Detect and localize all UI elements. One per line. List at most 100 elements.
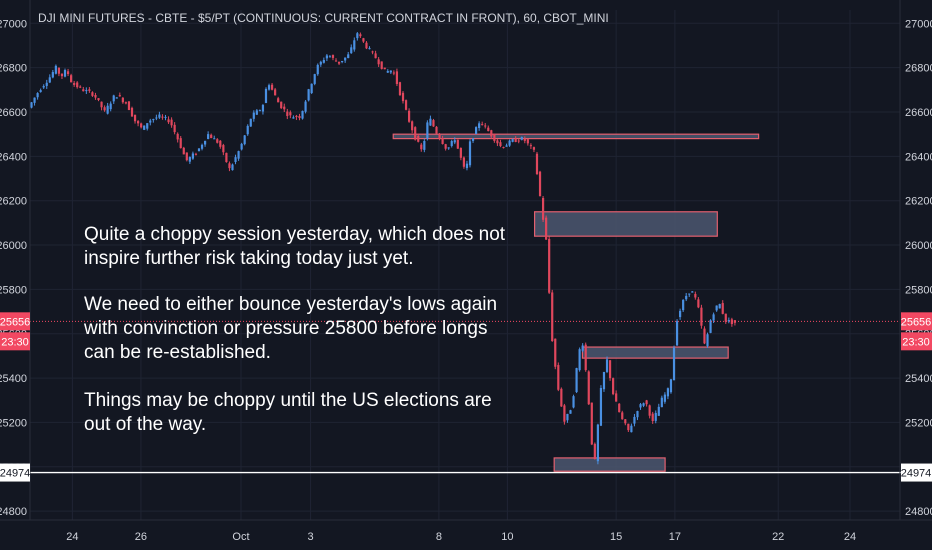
- candle-body: [136, 121, 140, 124]
- price-badges: 25656 23:30 25656 23:30 24974 24974: [0, 312, 932, 482]
- y-tick-label: 26800: [905, 63, 932, 75]
- y-tick-label: 27000: [0, 18, 27, 30]
- candle-body: [575, 368, 578, 393]
- y-tick-label: 26600: [0, 107, 27, 119]
- candle-body: [484, 125, 487, 127]
- candle-body: [666, 388, 670, 397]
- candle-body: [261, 105, 265, 112]
- candle-body: [621, 412, 624, 420]
- candle-body: [179, 138, 182, 149]
- price-lines: [0, 320, 932, 474]
- candle-body: [596, 424, 599, 462]
- candle-body: [334, 60, 338, 62]
- candle-body: [133, 114, 137, 122]
- candle-body: [414, 127, 417, 140]
- candle-body: [633, 416, 636, 424]
- countdown-badge-left: [0, 332, 30, 351]
- y-tick-label: 26000: [0, 240, 27, 252]
- candle-body: [456, 139, 459, 149]
- candle-body: [79, 86, 82, 88]
- candle-body: [532, 147, 536, 150]
- candle-body: [426, 122, 429, 139]
- x-tick-label: 10: [501, 531, 513, 543]
- candle-body: [429, 118, 432, 126]
- candle-body: [383, 67, 386, 70]
- candle-body: [639, 404, 642, 408]
- candle-body: [499, 142, 502, 147]
- x-tick-label: 26: [135, 531, 147, 543]
- y-tick-label: 25800: [905, 284, 932, 296]
- candle-body: [417, 135, 420, 142]
- candle-body: [392, 72, 395, 74]
- candle-body: [432, 120, 435, 127]
- candle-body: [45, 82, 48, 86]
- countdown-badge-right: [901, 332, 932, 351]
- candle-body: [700, 307, 703, 326]
- candle-body: [411, 121, 414, 131]
- candle-body: [362, 38, 365, 42]
- candle-body: [572, 396, 575, 408]
- candle-body: [520, 137, 523, 140]
- candle-body: [194, 153, 198, 155]
- candle-body: [386, 71, 389, 73]
- x-tick-label: 8: [436, 531, 442, 543]
- candle-body: [697, 299, 700, 308]
- candle-body: [66, 71, 70, 75]
- last-price-badge-right: [901, 312, 932, 331]
- candle-body: [365, 42, 368, 49]
- candle-body: [380, 61, 383, 69]
- candle-body: [490, 130, 493, 137]
- candle-body: [493, 134, 496, 141]
- y-tick-label: 26200: [905, 196, 932, 208]
- candle-body: [590, 402, 593, 445]
- candle-body: [685, 295, 688, 300]
- candle-body: [651, 413, 654, 422]
- candle-body: [173, 124, 176, 133]
- candle-body: [438, 133, 441, 139]
- candle-body: [368, 48, 371, 50]
- candle-body: [551, 292, 554, 341]
- candle-body: [170, 119, 173, 126]
- candle-body: [231, 164, 234, 171]
- candle-body: [648, 405, 651, 416]
- candle-body: [149, 120, 152, 123]
- chart-title: DJI MINI FUTURES - CBTE - $5/PT (CONTINU…: [38, 11, 609, 25]
- candle-body: [356, 33, 359, 39]
- candle-body: [295, 115, 298, 118]
- candle-body: [249, 118, 252, 127]
- candle-body: [733, 320, 737, 323]
- time-axis[interactable]: 24 26 Oct 3 8 10 15 17 22 24: [0, 519, 932, 543]
- annotation-line: out of the way.: [84, 414, 206, 435]
- candle-body: [316, 64, 319, 75]
- candle-body: [167, 119, 170, 123]
- candle-body: [310, 83, 313, 94]
- candle-body: [657, 406, 660, 416]
- candle-body: [630, 425, 633, 433]
- y-tick-label: 24800: [0, 506, 27, 518]
- right-price-axis[interactable]: 2480025200254002560025800260002620026400…: [899, 0, 932, 520]
- candle-body: [545, 217, 548, 240]
- low-price-label-right: 24974: [901, 468, 932, 480]
- candle-body: [359, 34, 362, 37]
- candle-body: [563, 405, 566, 422]
- candle-body: [660, 397, 663, 408]
- candle-body: [33, 97, 36, 103]
- candle-body: [319, 61, 322, 65]
- zone-box: [533, 211, 718, 237]
- candle-body: [164, 116, 167, 118]
- x-tick-label: 17: [669, 531, 681, 543]
- candle-body: [569, 410, 572, 414]
- candle-body: [289, 112, 292, 116]
- low-price-badge-left: [0, 463, 30, 482]
- low-price-badge-right: [901, 463, 932, 482]
- y-tick-label: 26200: [0, 196, 27, 208]
- candle-body: [76, 82, 79, 88]
- candles: [30, 32, 737, 465]
- candle-body: [176, 133, 179, 140]
- zone-box: [553, 457, 666, 472]
- candle-body: [447, 147, 450, 149]
- candle-body: [280, 101, 283, 109]
- candle-body: [118, 95, 121, 97]
- candle-body: [328, 56, 332, 58]
